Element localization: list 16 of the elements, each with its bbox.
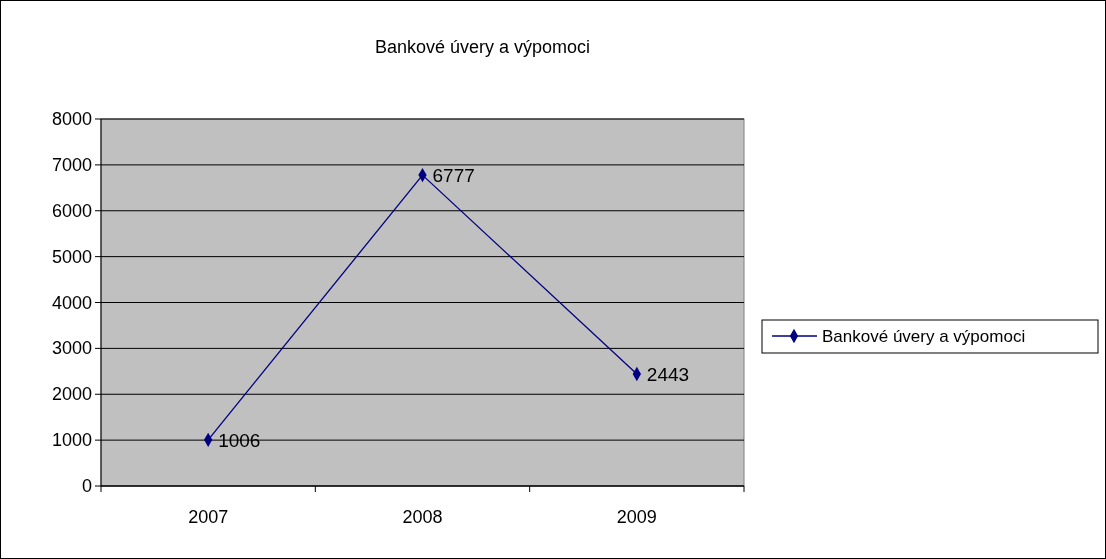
y-tick-label: 2000 xyxy=(51,384,92,405)
x-tick-label: 2008 xyxy=(402,507,443,527)
data-label: 2443 xyxy=(646,363,690,385)
data-label: 6777 xyxy=(432,165,475,187)
y-tick-label: 6000 xyxy=(51,200,92,221)
chart-title: Bankové úvery a výpomoci xyxy=(374,37,591,57)
y-tick-label: 4000 xyxy=(51,292,92,313)
x-tick-label: 2009 xyxy=(616,507,657,527)
y-tick-label: 8000 xyxy=(51,109,92,129)
x-tick-label: 2007 xyxy=(188,507,229,527)
y-tick-label: 1000 xyxy=(51,430,92,451)
y-tick-label: 7000 xyxy=(51,154,92,175)
legend-label: Bankové úvery a výpomoci xyxy=(822,327,1026,346)
y-tick-label: 0 xyxy=(81,476,92,496)
y-tick-label: 5000 xyxy=(51,246,92,267)
y-tick-label: 3000 xyxy=(51,338,92,359)
